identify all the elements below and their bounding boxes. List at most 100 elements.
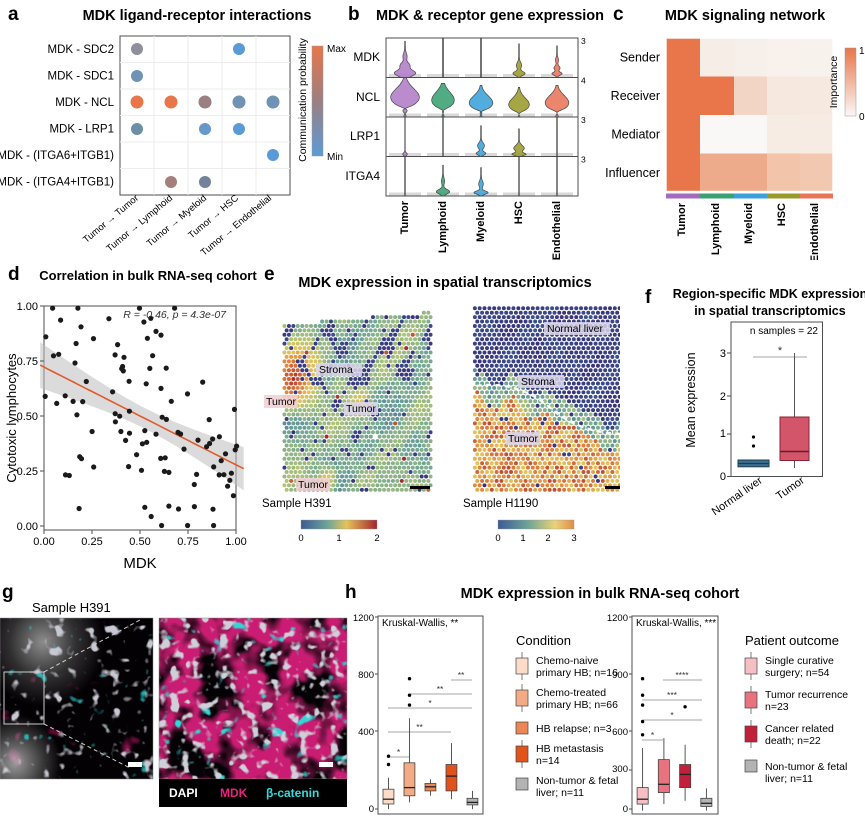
svg-text:2: 2	[374, 533, 379, 544]
svg-text:0.50: 0.50	[17, 411, 38, 423]
svg-text:1: 1	[859, 46, 865, 57]
svg-text:1: 1	[336, 533, 341, 544]
svg-text:Myeloid: Myeloid	[743, 203, 755, 244]
svg-text:Non-tumor & fetal: Non-tumor & fetal	[765, 761, 847, 773]
svg-text:2: 2	[545, 533, 550, 544]
svg-text:0: 0	[298, 533, 303, 544]
svg-text:0.25: 0.25	[17, 466, 38, 478]
svg-text:3: 3	[720, 348, 726, 360]
svg-text:MDK ligand-receptor interactio: MDK ligand-receptor interactions	[83, 8, 312, 24]
svg-text:surgery; n=54: surgery; n=54	[765, 667, 830, 679]
svg-text:Chemo-treated: Chemo-treated	[536, 687, 606, 699]
svg-text:Sample H391: Sample H391	[32, 600, 111, 615]
svg-text:R = -0.46, p = 4.3e-07: R = -0.46, p = 4.3e-07	[123, 309, 227, 321]
svg-text:1: 1	[520, 533, 525, 544]
svg-text:a: a	[8, 4, 19, 25]
svg-text:Correlation in bulk RNA-seq co: Correlation in bulk RNA-seq cohort	[39, 268, 257, 283]
svg-text:g: g	[2, 582, 14, 603]
svg-text:liver; n=11: liver; n=11	[765, 773, 813, 785]
svg-text:Condition: Condition	[516, 633, 571, 648]
svg-text:0.00: 0.00	[33, 536, 54, 548]
svg-text:2: 2	[720, 391, 726, 403]
svg-text:n samples = 22: n samples = 22	[750, 326, 819, 337]
svg-text:600: 600	[612, 727, 628, 738]
svg-text:**: **	[458, 670, 465, 680]
svg-text:MDK - SDC2: MDK - SDC2	[48, 44, 114, 56]
svg-text:Mediator: Mediator	[611, 128, 660, 142]
svg-text:MDK expression in bulk RNA-seq: MDK expression in bulk RNA-seq cohort	[461, 586, 740, 602]
svg-text:Stroma: Stroma	[319, 364, 353, 376]
svg-text:1.00: 1.00	[17, 301, 38, 313]
svg-text:MDK & receptor gene expression: MDK & receptor gene expression	[376, 8, 604, 24]
svg-text:Patient outcome: Patient outcome	[745, 633, 839, 648]
svg-text:d: d	[8, 264, 20, 285]
svg-text:MDK expression in spatial tran: MDK expression in spatial transcriptomic…	[298, 275, 591, 291]
svg-text:Communication probability: Communication probability	[297, 37, 309, 161]
svg-text:Receiver: Receiver	[611, 89, 660, 103]
svg-text:MDK - (ITGA4+ITGB1): MDK - (ITGA4+ITGB1)	[0, 177, 114, 189]
svg-text:liver; n=11: liver; n=11	[536, 787, 584, 799]
svg-text:0: 0	[720, 471, 726, 483]
svg-text:0: 0	[369, 804, 374, 815]
svg-text:NCL: NCL	[356, 90, 380, 104]
svg-text:Cancer related: Cancer related	[765, 723, 834, 735]
svg-text:primary HB; n=16: primary HB; n=16	[536, 667, 618, 679]
svg-text:c: c	[613, 4, 624, 25]
svg-text:Stroma: Stroma	[521, 376, 555, 388]
svg-text:*: *	[778, 345, 783, 357]
svg-text:HSC: HSC	[513, 201, 525, 224]
svg-text:1200: 1200	[607, 613, 628, 624]
svg-text:900: 900	[612, 670, 628, 681]
svg-text:Endothelial: Endothelial	[551, 201, 563, 260]
svg-text:Myeloid: Myeloid	[475, 201, 487, 242]
svg-text:Cytotoxic lymphocytes: Cytotoxic lymphocytes	[4, 353, 19, 483]
svg-text:Importance: Importance	[828, 56, 840, 109]
svg-text:0.00: 0.00	[17, 521, 38, 533]
svg-text:Region-specific MDK expression: Region-specific MDK expression	[673, 287, 865, 301]
svg-text:MDK: MDK	[353, 50, 380, 64]
svg-text:0.25: 0.25	[81, 536, 102, 548]
svg-text:Tumor: Tumor	[508, 433, 538, 445]
svg-text:MDK - (ITGA6+ITGB1): MDK - (ITGA6+ITGB1)	[0, 150, 114, 162]
svg-text:MDK - LRP1: MDK - LRP1	[49, 124, 114, 136]
svg-text:0.50: 0.50	[129, 536, 150, 548]
svg-text:***: ***	[667, 690, 678, 700]
svg-text:0.75: 0.75	[177, 536, 198, 548]
svg-text:0: 0	[859, 112, 865, 123]
svg-text:Kruskal-Wallis, **: Kruskal-Wallis, **	[382, 618, 458, 629]
svg-text:**: **	[437, 684, 444, 694]
svg-text:Tumor: Tumor	[399, 200, 411, 234]
svg-text:800: 800	[358, 670, 374, 681]
svg-text:Kruskal-Wallis, ***: Kruskal-Wallis, ***	[636, 618, 716, 629]
svg-text:ITGA4: ITGA4	[345, 169, 380, 183]
svg-text:MDK: MDK	[220, 786, 248, 800]
svg-text:Non-tumor & fetal: Non-tumor & fetal	[536, 775, 618, 787]
svg-text:400: 400	[358, 727, 374, 738]
svg-text:LRP1: LRP1	[350, 129, 380, 143]
svg-text:4: 4	[581, 76, 586, 86]
svg-text:0.75: 0.75	[17, 356, 38, 368]
svg-text:Endothelial: Endothelial	[809, 203, 821, 260]
svg-text:0: 0	[495, 533, 500, 544]
svg-text:Influencer: Influencer	[605, 166, 660, 180]
svg-text:Lymphoid: Lymphoid	[710, 203, 722, 255]
svg-text:Tumor: Tumor	[298, 479, 328, 491]
svg-text:Tumor: Tumor	[676, 202, 688, 236]
svg-text:300: 300	[612, 764, 628, 775]
svg-text:3: 3	[581, 115, 586, 125]
svg-text:n=23: n=23	[765, 701, 789, 713]
svg-text:Chemo-naive: Chemo-naive	[536, 655, 599, 667]
svg-text:MDK: MDK	[123, 555, 156, 572]
svg-text:in spatial transcriptomics: in spatial transcriptomics	[694, 304, 845, 318]
svg-text:MDK signaling network: MDK signaling network	[665, 8, 826, 24]
svg-text:Tumor → Tumor: Tumor → Tumor	[81, 193, 141, 246]
svg-text:primary HB; n=66: primary HB; n=66	[536, 699, 618, 711]
svg-text:****: ****	[675, 670, 689, 680]
svg-text:3: 3	[581, 36, 586, 46]
svg-text:HB relapse; n=3: HB relapse; n=3	[536, 723, 612, 735]
svg-text:Normal liver: Normal liver	[547, 323, 604, 335]
svg-text:1.00: 1.00	[225, 536, 246, 548]
svg-text:0: 0	[623, 804, 628, 815]
svg-text:MDK - SDC1: MDK - SDC1	[48, 71, 114, 83]
svg-text:3: 3	[571, 533, 576, 544]
